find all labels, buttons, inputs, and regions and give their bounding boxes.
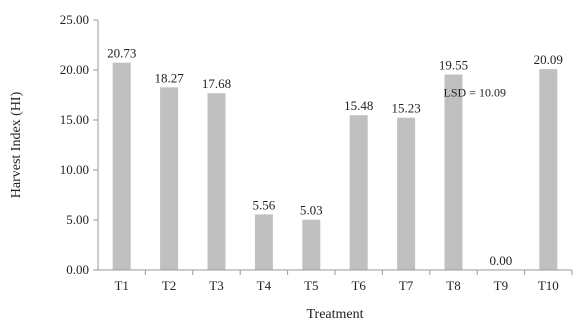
data-label-t6: 15.48 <box>344 98 373 113</box>
x-tick-label-t7: T7 <box>399 278 414 293</box>
bar-t10 <box>539 69 558 270</box>
data-label-t7: 15.23 <box>391 101 420 116</box>
data-label-t1: 20.73 <box>107 46 136 61</box>
data-label-t3: 17.68 <box>202 76 231 91</box>
y-tick-label: 10.00 <box>60 162 89 177</box>
x-axis-ticks: T1 T2 T3 T4 T5 T6 T7 T8 T9 T10 <box>114 270 573 293</box>
y-tick-label: 15.00 <box>60 112 89 127</box>
data-label-t10: 20.09 <box>534 52 563 67</box>
lsd-annotation: LSD = 10.09 <box>444 86 506 100</box>
x-tick-label-t5: T5 <box>304 278 318 293</box>
data-label-t2: 18.27 <box>154 70 184 85</box>
bars: 20.73 18.27 17.68 5.56 5.03 15.48 15.23 19.55 0.… <box>107 46 563 271</box>
data-label-t9: 0.00 <box>490 253 513 268</box>
bar-t5 <box>302 219 321 270</box>
y-tick-label: 20.00 <box>60 62 89 77</box>
bar-t1 <box>112 62 131 271</box>
bar-t4 <box>254 214 273 270</box>
x-tick-label-t9: T9 <box>494 278 508 293</box>
data-label-t4: 5.56 <box>253 197 276 212</box>
data-label-t8: 19.55 <box>439 58 468 73</box>
bar-t8 <box>444 74 463 270</box>
y-tick-label: 0.00 <box>66 262 89 277</box>
x-tick-label-t2: T2 <box>162 278 176 293</box>
y-axis-ticks: 0.00 5.00 10.00 15.00 20.00 25.00 <box>60 12 98 277</box>
x-tick-label-t1: T1 <box>114 278 128 293</box>
x-tick-label-t8: T8 <box>446 278 460 293</box>
bar-t2 <box>160 87 179 270</box>
x-tick-label-t6: T6 <box>351 278 366 293</box>
x-tick-label-t4: T4 <box>257 278 272 293</box>
y-tick-label: 25.00 <box>60 12 89 27</box>
bar-t7 <box>397 117 416 270</box>
x-axis-label: Treatment <box>306 307 363 322</box>
bar-t6 <box>349 115 368 270</box>
x-tick-label-t3: T3 <box>209 278 223 293</box>
data-label-t5: 5.03 <box>300 203 323 218</box>
bar-t3 <box>207 93 226 270</box>
y-axis-label: Harvest Index (HI) <box>9 91 24 198</box>
y-tick-label: 5.00 <box>66 212 89 227</box>
x-tick-label-t10: T10 <box>538 278 559 293</box>
